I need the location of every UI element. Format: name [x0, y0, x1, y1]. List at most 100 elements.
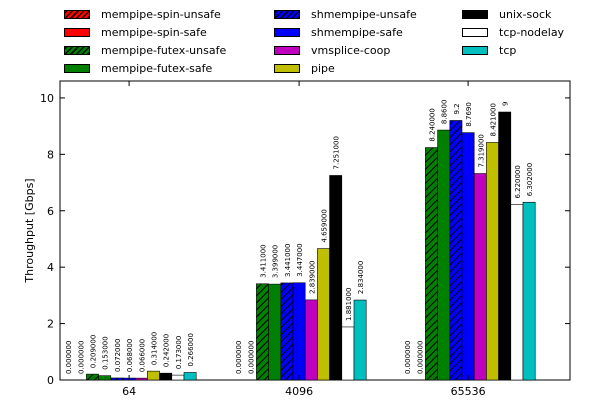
- bar-value-label: 3.447000: [296, 243, 304, 276]
- bar-value-label: 0.209000: [90, 335, 98, 368]
- legend-label: shmempipe-unsafe: [311, 7, 417, 21]
- y-axis-label: Throughput [Gbps]: [23, 178, 36, 283]
- legend-label: mempipe-futex-safe: [101, 61, 213, 75]
- legend-label: mempipe-spin-safe: [101, 25, 207, 39]
- legend-item-tcp: tcp: [462, 42, 516, 58]
- legend-swatch: [462, 45, 488, 55]
- bar-value-label: 7.319000: [477, 134, 485, 167]
- bar-mempipe-futex-safe-4096: [268, 283, 282, 381]
- bar-value-label: 9.2: [453, 103, 461, 114]
- bar-hatch-shmempipe-unsafe-65536: [449, 120, 462, 380]
- bar-tcp-nodelay-65536: [510, 204, 524, 381]
- y-tick-label: 10: [40, 92, 54, 105]
- bar-value-label: 0.000000: [404, 341, 412, 374]
- bar-value-label: 0.266000: [187, 333, 195, 366]
- legend-swatch: [462, 9, 488, 19]
- legend-swatch: [64, 63, 90, 73]
- bar-hatch-mempipe-futex-unsafe-64: [86, 374, 99, 380]
- bar-value-label: 0.000000: [65, 341, 73, 374]
- y-tick-label: 8: [47, 148, 54, 161]
- legend-item-mempipe-spin-safe: mempipe-spin-safe: [64, 24, 207, 40]
- x-tick-label: 64: [122, 385, 136, 398]
- bar-unix-sock-65536: [498, 111, 512, 381]
- bar-value-label: 0.153000: [102, 336, 110, 369]
- legend-label: tcp-nodelay: [499, 25, 565, 39]
- bar-pipe-65536: [486, 142, 499, 381]
- legend-label: tcp: [499, 43, 517, 57]
- y-tick-label: 0: [47, 374, 54, 387]
- bar-tcp-4096: [353, 299, 367, 381]
- bar-value-label: 7.251000: [333, 136, 341, 169]
- bar-value-label: 8.8600: [441, 100, 449, 125]
- legend-swatch: [64, 45, 90, 55]
- legend-label: pipe: [311, 61, 335, 75]
- legend-item-shmempipe-unsafe: shmempipe-unsafe: [274, 6, 417, 22]
- bar-hatch-mempipe-futex-unsafe-65536: [425, 147, 438, 380]
- x-tick-label: 65536: [451, 385, 486, 398]
- bar-value-label: 6.302000: [526, 163, 534, 196]
- legend-item-mempipe-futex-unsafe: mempipe-futex-unsafe: [64, 42, 226, 58]
- bar-value-label: 3.441000: [284, 244, 292, 277]
- bar-value-label: 0.173000: [175, 336, 183, 369]
- bar-value-label: 0.000000: [77, 341, 85, 374]
- bar-value-label: 3.411000: [260, 244, 268, 277]
- legend-swatch: [462, 27, 488, 37]
- legend-item-mempipe-spin-unsafe: mempipe-spin-unsafe: [64, 6, 221, 22]
- bar-value-label: 0.314000: [151, 332, 159, 365]
- bar-tcp-65536: [522, 201, 536, 381]
- legend-swatch: [274, 63, 300, 73]
- bar-value-label: 0.000000: [416, 341, 424, 374]
- legend-item-unix-sock: unix-sock: [462, 6, 551, 22]
- bar-hatch-shmempipe-unsafe-4096: [280, 282, 293, 380]
- bar-value-label: 2.839000: [308, 261, 316, 294]
- bar-value-label: 0.068000: [126, 339, 134, 372]
- bar-pipe-4096: [317, 248, 330, 381]
- bar-shmempipe-safe-65536: [461, 132, 475, 381]
- bar-value-label: 0.072000: [114, 339, 122, 372]
- legend-swatch: [64, 27, 90, 37]
- legend: mempipe-spin-unsafe mempipe-spin-safe memp…: [0, 4, 600, 80]
- bar-value-label: 2.834000: [357, 261, 365, 294]
- legend-item-vmsplice-coop: vmsplice-coop: [274, 42, 390, 58]
- bar-mempipe-futex-safe-65536: [437, 129, 451, 381]
- legend-swatch: [274, 9, 300, 19]
- bar-value-label: 0.066000: [138, 339, 146, 372]
- bar-value-label: 8.7690: [465, 102, 473, 127]
- legend-swatch: [64, 9, 90, 19]
- bar-vmsplice-coop-65536: [473, 173, 487, 381]
- bar-value-label: 0.000000: [235, 341, 243, 374]
- bar-value-label: 9: [502, 102, 510, 106]
- legend-item-pipe: pipe: [274, 60, 335, 76]
- bar-value-label: 6.220000: [514, 165, 522, 198]
- legend-item-tcp-nodelay: tcp-nodelay: [462, 24, 564, 40]
- bar-value-label: 0.242000: [163, 334, 171, 367]
- bar-shmempipe-safe-4096: [292, 282, 306, 381]
- bar-tcp-64: [183, 372, 197, 381]
- bar-value-label: 3.399000: [272, 245, 280, 278]
- legend-item-mempipe-futex-safe: mempipe-futex-safe: [64, 60, 212, 76]
- bar-mempipe-futex-safe-64: [98, 375, 112, 381]
- y-tick-label: 6: [47, 205, 54, 218]
- legend-label: vmsplice-coop: [311, 43, 391, 57]
- bar-unix-sock-64: [159, 372, 173, 381]
- legend-swatch: [274, 45, 300, 55]
- legend-item-shmempipe-safe: shmempipe-safe: [274, 24, 403, 40]
- bar-value-label: 4.659000: [321, 209, 329, 242]
- y-tick-label: 2: [47, 318, 54, 331]
- bar-vmsplice-coop-4096: [304, 299, 318, 381]
- bar-value-label: 8.240000: [429, 108, 437, 141]
- legend-label: unix-sock: [499, 7, 552, 21]
- bar-hatch-mempipe-futex-unsafe-4096: [256, 283, 269, 380]
- bar-hatch-shmempipe-unsafe-64: [110, 377, 123, 380]
- legend-label: shmempipe-safe: [311, 25, 403, 39]
- y-tick-label: 4: [47, 261, 54, 274]
- legend-swatch: [274, 27, 300, 37]
- bar-tcp-nodelay-64: [171, 374, 185, 381]
- bar-pipe-64: [147, 370, 160, 381]
- bar-unix-sock-4096: [329, 175, 343, 381]
- bar-tcp-nodelay-4096: [341, 326, 355, 381]
- x-tick-label: 4096: [285, 385, 313, 398]
- bar-value-label: 1.881000: [345, 288, 353, 321]
- legend-label: mempipe-futex-unsafe: [101, 43, 227, 57]
